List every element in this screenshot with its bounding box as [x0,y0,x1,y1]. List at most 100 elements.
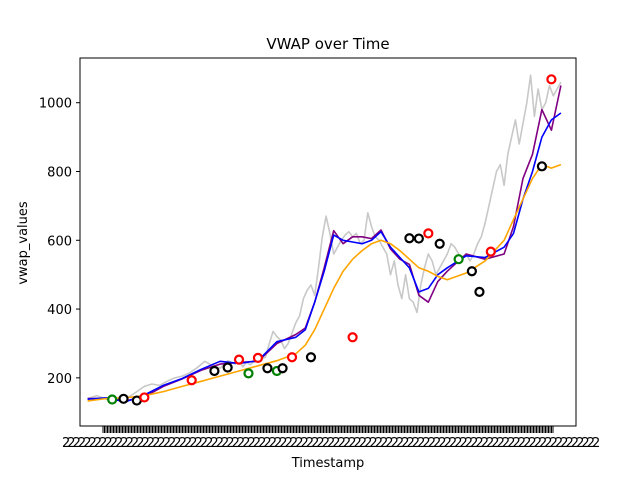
x-tick-label: 2 [332,436,340,451]
x-tick-label: 2 [528,436,536,451]
y-tick-label: 600 [47,234,72,249]
signal-marker [474,286,485,297]
signal-marker [434,238,445,249]
x-tick-label: 2 [338,436,346,451]
x-tick-label: 2 [216,436,224,451]
x-tick-label: 2 [189,436,197,451]
x-tick-label: 2 [179,436,187,451]
series-line-long_ma [87,163,562,402]
plot-area: 2222222222222222222222222222222222222222… [39,57,600,451]
x-tick-label: 2 [534,436,542,451]
x-tick-label: 2 [195,436,203,451]
x-tick-label: 2 [184,436,192,451]
x-tick-label: 2 [422,436,430,451]
x-tick-label: 2 [544,436,552,451]
x-tick-label: 2 [460,436,468,451]
x-tick-label: 2 [581,436,589,451]
x-tick-label: 2 [465,436,473,451]
signal-marker [423,228,434,239]
signal-marker [536,161,548,172]
x-tick-label: 2 [237,436,245,451]
signal-marker [222,362,233,373]
x-tick-label: 2 [438,436,446,451]
x-tick-label: 2 [263,436,271,451]
x-tick-label: 2 [486,436,494,451]
x-tick-label: 2 [301,436,309,451]
signal-marker [107,394,118,405]
x-tick-label: 2 [131,436,139,451]
x-tick-label: 2 [62,436,70,451]
signal-marker [347,332,358,343]
x-tick-label: 2 [385,436,393,451]
x-tick-label: 2 [152,436,160,451]
x-tick-label: 2 [555,436,563,451]
signal-marker [453,254,464,265]
x-tick-label: 2 [433,436,441,451]
x-tick-label: 2 [571,436,579,451]
x-tick-label: 2 [550,436,558,451]
signal-marker [404,233,415,244]
x-tick-label: 2 [168,436,176,451]
x-tick-label: 2 [354,436,362,451]
signal-marker [118,393,129,404]
y-tick-label: 1000 [39,97,72,112]
chart-title: VWAP over Time [266,35,389,53]
x-tick-label: 2 [269,436,277,451]
x-tick-label: 2 [290,436,298,451]
x-tick-label: 2 [110,436,118,451]
x-tick-label: 2 [513,436,521,451]
x-tick-label: 2 [147,436,155,451]
x-tick-label: 2 [359,436,367,451]
signal-marker [243,368,254,379]
series-line-short_ma [87,112,562,403]
signal-marker [305,352,317,363]
x-tick-label: 2 [518,436,526,451]
x-tick-label: 2 [407,436,415,451]
x-tick-label: 2 [348,436,356,451]
x-tick-label: 2 [539,436,547,451]
y-axis-label: vwap_values [16,201,31,285]
x-tick-label: 2 [412,436,420,451]
x-tick-label: 2 [327,436,335,451]
x-tick-label: 2 [163,436,171,451]
x-tick-label: 2 [592,436,600,451]
x-tick-label: 2 [210,436,218,451]
x-tick-label: 2 [369,436,377,451]
signal-marker [546,74,557,85]
x-tick-label: 2 [136,436,144,451]
x-tick-label: 2 [576,436,584,451]
y-tick-label: 800 [47,165,72,180]
x-tick-label: 2 [507,436,515,451]
x-tick-label: 2 [221,436,229,451]
signal-marker [413,233,424,244]
x-tick-label: 2 [142,436,150,451]
signal-marker [262,363,273,374]
signal-marker [139,392,150,403]
x-tick-label: 2 [78,436,86,451]
x-tick-marks [102,426,554,433]
x-tick-label: 2 [67,436,75,451]
x-tick-label: 2 [316,436,324,451]
x-tick-label: 2 [375,436,383,451]
x-tick-label: 2 [322,436,330,451]
x-tick-label: 2 [242,436,250,451]
signal-marker [485,246,496,257]
x-tick-label: 2 [560,436,568,451]
x-tick-label: 2 [295,436,303,451]
x-tick-label: 2 [285,436,293,451]
x-tick-label: 2 [205,436,213,451]
x-tick-label: 2 [73,436,81,451]
x-tick-label: 2 [449,436,457,451]
series-line-vwap [87,85,562,402]
x-tick-label: 2 [364,436,372,451]
x-tick-label: 2 [157,436,165,451]
x-tick-label: 2 [444,436,452,451]
axes-frame [79,57,577,427]
x-tick-label: 2 [258,436,266,451]
x-tick-label: 2 [587,436,595,451]
x-tick-label: 2 [232,436,240,451]
x-tick-label: 2 [491,436,499,451]
x-tick-label: 2 [126,436,134,451]
